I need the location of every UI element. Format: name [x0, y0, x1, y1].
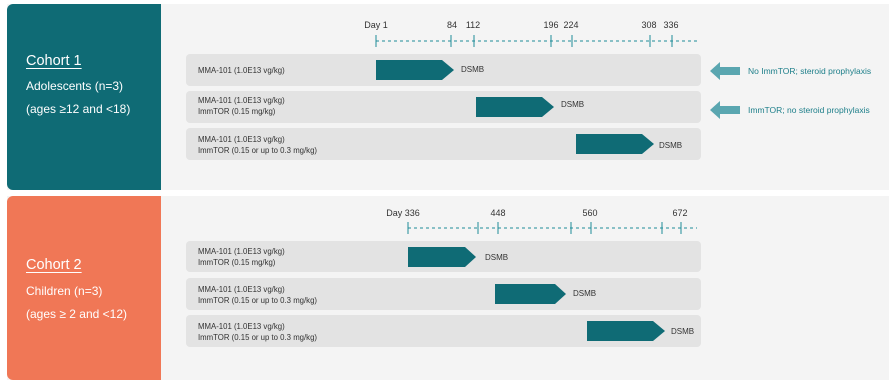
cohort-1-ages: (ages ≥12 and <18)	[26, 102, 131, 116]
cohort-1-row-1-dsmb: DSMB	[461, 65, 485, 74]
cohort-2-row-2-bar	[495, 284, 566, 304]
cohort-2-row-3: MMA-101 (1.0E13 vg/kg) ImmTOR (0.15 or u…	[186, 315, 701, 347]
cohort-1-row-3: MMA-101 (1.0E13 vg/kg) ImmTOR (0.15 or u…	[186, 128, 701, 160]
cohort-1-tick-196: 196	[543, 20, 559, 30]
cohort-1-tick-84: 84	[446, 20, 458, 30]
cohort-1-row-3-bar	[576, 134, 654, 154]
cohort-1-row-2-bar	[476, 97, 554, 117]
cohort-1-title: Cohort 1	[26, 53, 82, 69]
cohort-2-row-3-bar	[587, 321, 665, 341]
cohort-1-row-2: MMA-101 (1.0E13 vg/kg) ImmTOR (0.15 mg/k…	[186, 91, 701, 123]
cohort-2-tick-448: 448	[490, 208, 506, 218]
cohort-2-row-1-bar	[408, 247, 476, 267]
cohort-1-label-block: Cohort 1 Adolescents (n=3) (ages ≥12 and…	[7, 4, 161, 190]
cohort-1-note-1: No ImmTOR; steroid prophylaxis	[748, 66, 872, 76]
cohort-2-tick-day-336: Day 336	[386, 208, 420, 218]
cohort-1-tick-336: 336	[663, 20, 679, 30]
row-regimen-line-1: MMA-101 (1.0E13 vg/kg)	[198, 285, 285, 294]
cohort-2-row-3-dsmb: DSMB	[671, 327, 695, 336]
cohort-1-population: Adolescents (n=3)	[26, 79, 124, 93]
cohort-1-tick-112: 112	[465, 20, 481, 30]
arrow-left-icon	[710, 101, 740, 119]
cohort-2-tick-560: 560	[582, 208, 598, 218]
row-regimen-line-1: MMA-101 (1.0E13 vg/kg)	[198, 66, 285, 75]
cohort-2-label-block: Cohort 2 Children (n=3) (ages ≥ 2 and <1…	[7, 196, 161, 380]
cohort-1-note-2: ImmTOR; no steroid prophylaxis	[748, 105, 870, 115]
cohort-1-row-1: MMA-101 (1.0E13 vg/kg) DSMB	[186, 54, 701, 86]
row-regimen-line-1: MMA-101 (1.0E13 vg/kg)	[198, 96, 285, 105]
cohort-2-row-1-dsmb: DSMB	[485, 253, 509, 262]
row-regimen-line-2: ImmTOR (0.15 mg/kg)	[198, 107, 276, 116]
cohort-2-row-1: MMA-101 (1.0E13 vg/kg) ImmTOR (0.15 mg/k…	[186, 241, 701, 272]
row-regimen-line-1: MMA-101 (1.0E13 vg/kg)	[198, 322, 285, 331]
row-regimen-line-2: ImmTOR (0.15 or up to 0.3 mg/kg)	[198, 333, 318, 342]
cohort-1-row-1-bar	[376, 60, 454, 80]
cohort-1-row-3-dsmb: DSMB	[659, 141, 683, 150]
row-regimen-line-1: MMA-101 (1.0E13 vg/kg)	[198, 247, 285, 256]
row-regimen-line-2: ImmTOR (0.15 or up to 0.3 mg/kg)	[198, 296, 318, 305]
cohort-2-row-2-dsmb: DSMB	[573, 289, 597, 298]
row-regimen-line-2: ImmTOR (0.15 mg/kg)	[198, 258, 276, 267]
cohort-1-row-2-dsmb: DSMB	[561, 100, 585, 109]
arrow-left-icon	[710, 62, 740, 80]
row-regimen-line-2: ImmTOR (0.15 or up to 0.3 mg/kg)	[198, 146, 318, 155]
cohort-2-tick-672: 672	[672, 208, 688, 218]
cohort-2-population: Children (n=3)	[26, 284, 103, 298]
cohort-2-title: Cohort 2	[26, 257, 82, 273]
cohort-2-ages: (ages ≥ 2 and <12)	[26, 307, 127, 321]
row-regimen-line-1: MMA-101 (1.0E13 vg/kg)	[198, 135, 285, 144]
cohort-1-tick-308: 308	[641, 20, 657, 30]
cohort-2-row-2: MMA-101 (1.0E13 vg/kg) ImmTOR (0.15 or u…	[186, 278, 701, 310]
cohort-1-tick-day-1: Day 1	[364, 20, 388, 30]
cohort-1-tick-224: 224	[563, 20, 579, 30]
